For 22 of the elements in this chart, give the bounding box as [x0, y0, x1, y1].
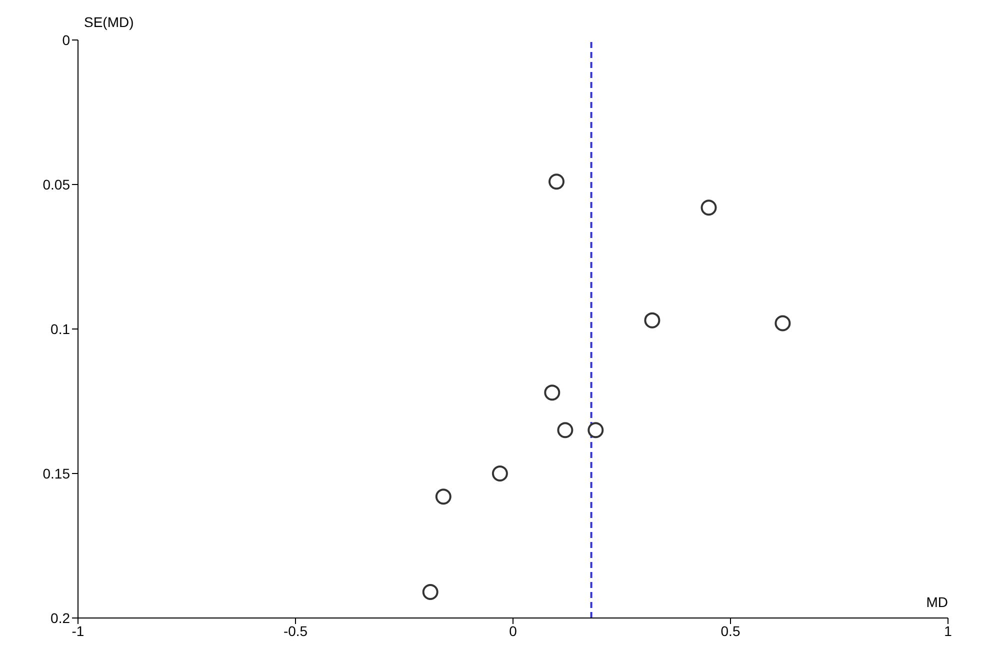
y-tick-label: 0.05 [42, 176, 70, 192]
y-axis-title: SE(MD) [84, 14, 134, 30]
y-tick-label: 0.15 [42, 465, 70, 482]
x-tick-label: 0 [509, 622, 518, 639]
point [492, 466, 508, 482]
y-tick-label: 0.2 [50, 610, 70, 626]
point [644, 312, 660, 328]
point [544, 384, 560, 401]
point [435, 488, 452, 505]
point [557, 422, 574, 438]
x-tick-label: -0.5 [283, 622, 308, 639]
x-tick-label: 1 [944, 622, 952, 639]
y-tick-label: 0.1 [50, 320, 70, 337]
point [774, 315, 791, 332]
x-axis-title: MD [926, 594, 948, 610]
x-tick-label: 0.5 [720, 622, 740, 639]
point [422, 584, 438, 600]
y-tick-label: 0 [62, 32, 70, 48]
point [588, 422, 604, 438]
x-tick-label: -1 [72, 622, 84, 639]
point [548, 174, 564, 190]
point [700, 200, 717, 216]
